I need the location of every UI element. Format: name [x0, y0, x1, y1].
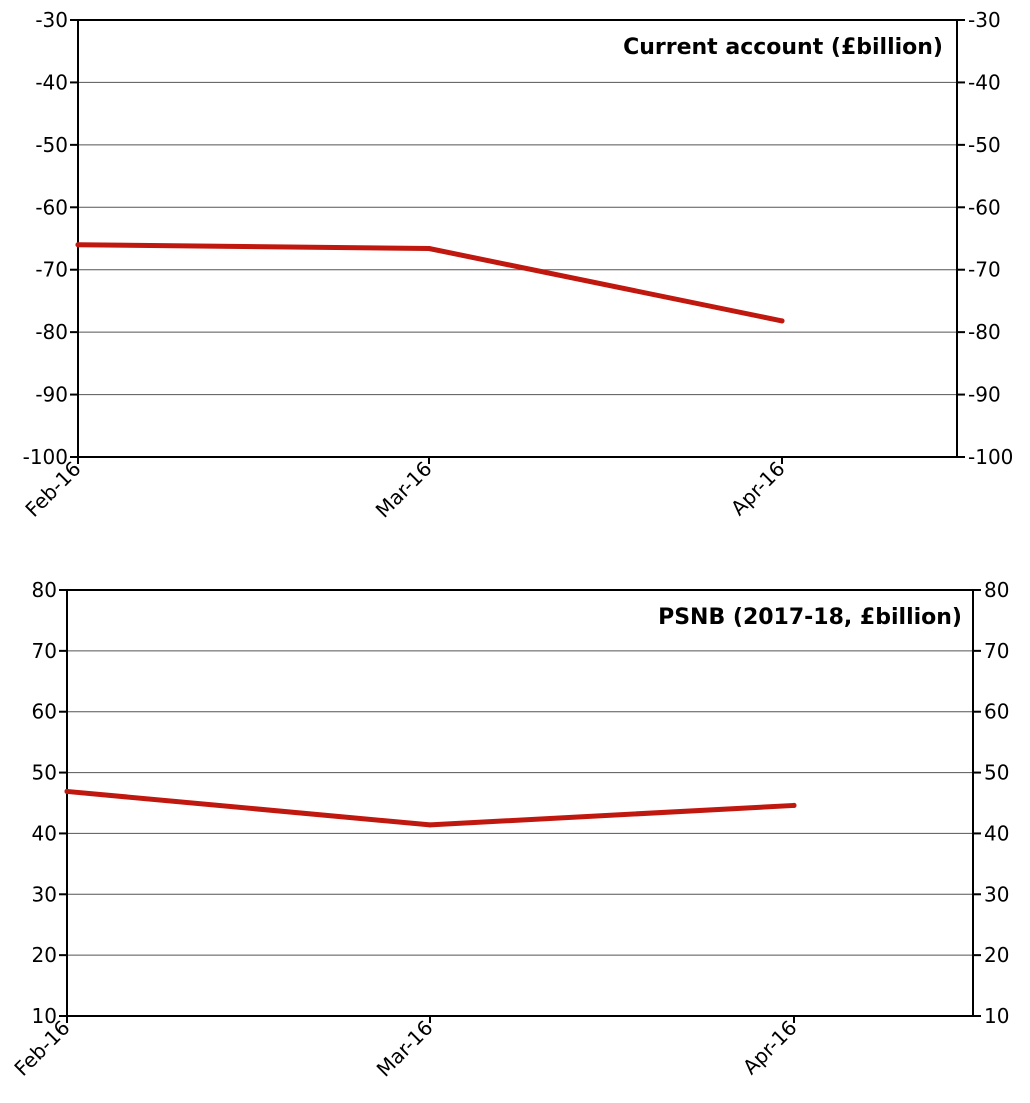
y-tick-label-right: -80 — [968, 320, 1001, 344]
y-tick-label-left: -70 — [35, 258, 68, 282]
chart-title: Current account (£billion) — [623, 35, 943, 60]
y-tick-label-left: -40 — [35, 70, 68, 94]
y-tick-label-right: 70 — [984, 639, 1009, 663]
y-tick-label-left: 30 — [32, 882, 57, 906]
y-tick-label-right: 10 — [984, 1004, 1009, 1028]
y-tick-label-right: -30 — [968, 8, 1001, 32]
series-line — [64, 788, 797, 828]
y-tick-label-right: -100 — [968, 445, 1013, 469]
y-tick-label-left: 60 — [32, 700, 57, 724]
series-line — [75, 242, 785, 324]
y-tick-label-left: 10 — [32, 1004, 57, 1028]
y-tick-label-right: 20 — [984, 943, 1009, 967]
x-tick-label: Mar-16 — [372, 1016, 438, 1082]
current-account-chart: -30 -30 -40 -40 -50 -50 -60 -60 -70 -70 -80 -80 -90 -… — [20, 8, 1013, 522]
data-point — [64, 788, 70, 794]
x-tick-label: Mar-16 — [371, 457, 437, 523]
y-tick-label-right: -90 — [968, 383, 1001, 407]
y-tick-label-right: 30 — [984, 882, 1009, 906]
y-tick-label-left: 70 — [32, 639, 57, 663]
y-tick-label-right: 40 — [984, 821, 1009, 845]
y-tick-label-left: -100 — [23, 445, 68, 469]
y-tick-label-left: 50 — [32, 761, 57, 785]
y-tick-label-right: 60 — [984, 700, 1009, 724]
y-tick-label-right: -40 — [968, 70, 1001, 94]
data-point — [779, 318, 785, 324]
data-point — [75, 242, 81, 248]
y-tick-label-left: -90 — [35, 383, 68, 407]
data-point — [791, 802, 797, 808]
y-tick-label-left: -50 — [35, 133, 68, 157]
x-tick-label: Apr-16 — [738, 1016, 802, 1080]
chart-title: PSNB (2017-18, £billion) — [658, 605, 962, 630]
y-tick-label-right: 80 — [984, 578, 1009, 602]
data-point — [427, 822, 433, 828]
y-tick-label-left: 80 — [32, 578, 57, 602]
y-tick-label-left: 20 — [32, 943, 57, 967]
y-tick-label-right: -70 — [968, 258, 1001, 282]
data-point — [426, 245, 432, 251]
y-tick-label-right: 50 — [984, 761, 1009, 785]
y-tick-label-right: -50 — [968, 133, 1001, 157]
y-tick-label-left: 40 — [32, 821, 57, 845]
y-tick-label-right: -60 — [968, 195, 1001, 219]
y-tick-label-left: -30 — [35, 8, 68, 32]
y-tick-label-left: -80 — [35, 320, 68, 344]
y-tick-label-left: -60 — [35, 195, 68, 219]
x-tick-label: Apr-16 — [726, 457, 790, 521]
